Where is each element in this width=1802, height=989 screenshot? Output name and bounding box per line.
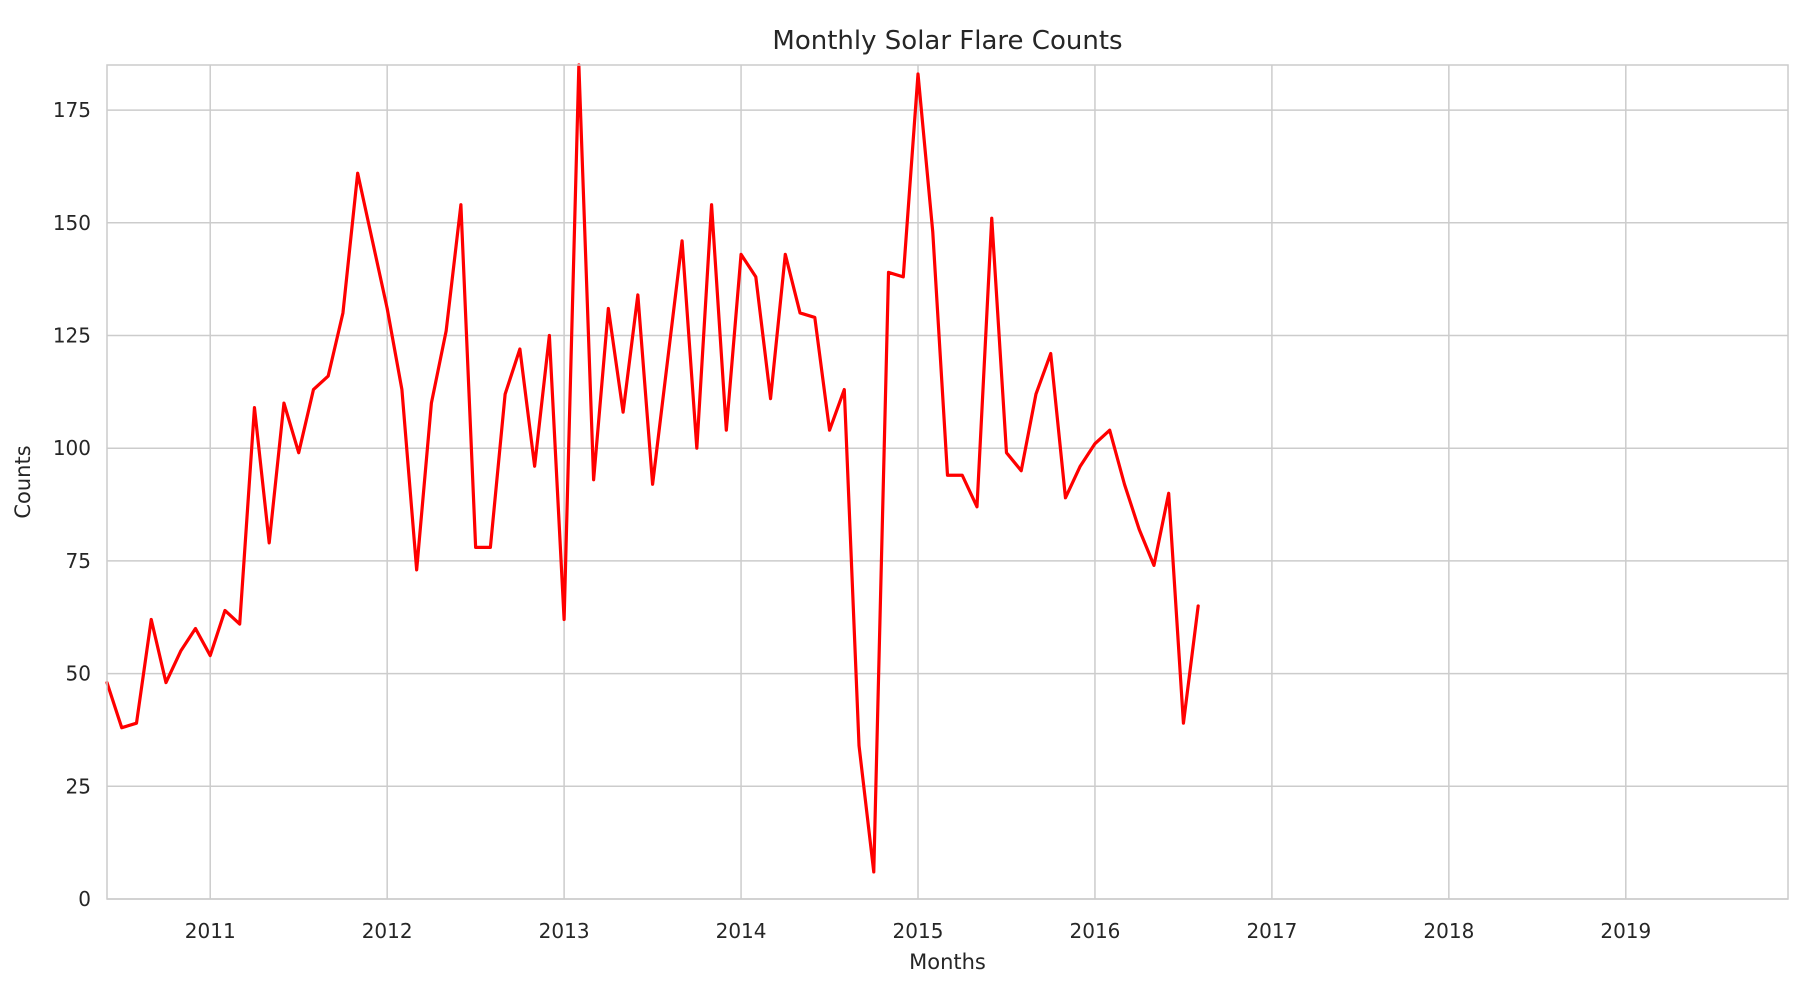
chart-title: Monthly Solar Flare Counts — [772, 26, 1122, 56]
x-tick-label: 2015 — [893, 919, 944, 943]
x-tick-label: 2016 — [1070, 919, 1121, 943]
x-tick-label: 2013 — [539, 919, 590, 943]
series-layer — [105, 63, 1200, 874]
grid — [107, 65, 1788, 900]
x-tick-labels: 2011 2012 2013 2014 2015 2016 2017 2018 2019 — [185, 919, 1651, 943]
y-tick-label: 50 — [66, 662, 91, 686]
y-tick-label: 125 — [53, 323, 91, 347]
y-tick-label: 0 — [78, 887, 91, 911]
x-axis-title: Months — [909, 950, 986, 974]
y-tick-label: 100 — [53, 436, 91, 460]
y-tick-labels: 0 25 50 75 100 125 150 175 — [53, 98, 91, 911]
x-tick-label: 2012 — [362, 919, 413, 943]
y-tick-label: 150 — [53, 211, 91, 235]
x-tick-label: 2019 — [1600, 919, 1651, 943]
plot-frame — [106, 64, 1789, 900]
series-line — [105, 63, 1200, 874]
y-axis-title: Counts — [11, 445, 35, 518]
x-tick-label: 2017 — [1246, 919, 1297, 943]
y-tick-label: 175 — [53, 98, 91, 122]
y-tick-label: 75 — [66, 549, 91, 573]
x-tick-label: 2011 — [185, 919, 236, 943]
x-tick-label: 2018 — [1423, 919, 1474, 943]
x-tick-label: 2014 — [716, 919, 767, 943]
y-tick-label: 25 — [66, 774, 91, 798]
